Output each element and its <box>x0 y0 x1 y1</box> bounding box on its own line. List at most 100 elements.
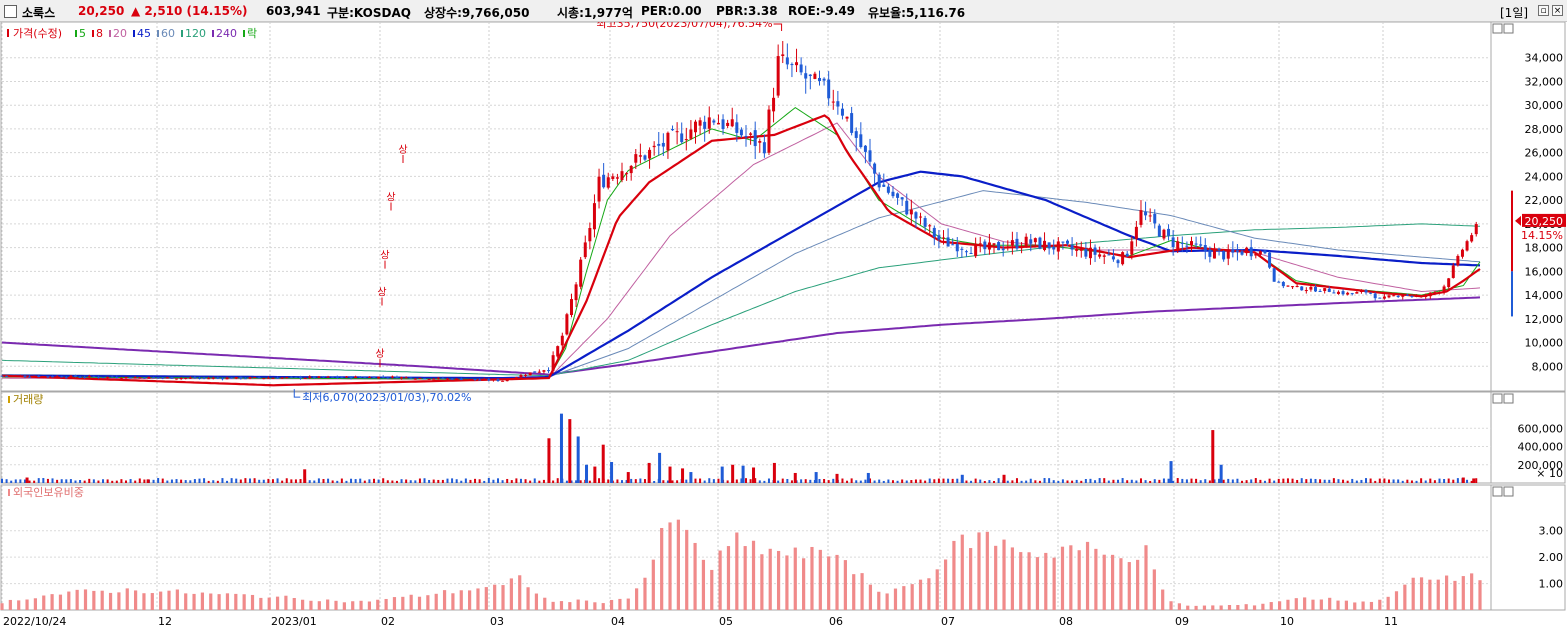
foreign-bar <box>710 569 714 610</box>
period-selector[interactable]: [1일] <box>1500 6 1529 20</box>
volume-bar <box>1034 480 1037 483</box>
candle-body <box>854 131 858 138</box>
volume-bar <box>69 479 72 483</box>
float-ratio: 유보율:5,116.76 <box>868 6 966 20</box>
candle-body <box>377 376 381 379</box>
volume-bar <box>1149 480 1152 483</box>
candle-body <box>101 377 105 379</box>
close-icon[interactable]: × <box>1552 5 1563 16</box>
volume-bar <box>559 413 563 483</box>
volume-bar <box>855 480 858 483</box>
panel-close-icon[interactable] <box>1503 486 1514 497</box>
candle-body <box>455 378 459 380</box>
foreign-bar <box>1136 559 1140 610</box>
volume-bar <box>143 479 146 483</box>
volume-bar <box>368 479 371 483</box>
volume-bar <box>1241 480 1244 483</box>
last-price-box <box>1522 213 1566 227</box>
volume-bar <box>533 478 536 483</box>
volume-bar <box>285 478 288 483</box>
candle-body <box>1401 295 1405 297</box>
foreign-title: 외국인보유비중 <box>13 486 84 499</box>
foreign-bar <box>835 554 839 610</box>
candle-body <box>1405 294 1409 296</box>
price-change: ▲ 2,510 (14.15%) <box>131 4 248 18</box>
volume-bar <box>23 479 26 483</box>
foreign-bar <box>367 601 372 610</box>
foreign-bar <box>1002 539 1006 610</box>
legend-swatch <box>109 30 111 37</box>
current-range-bar <box>1511 190 1513 272</box>
legend-item-8: 락 <box>247 27 257 40</box>
volume-bar <box>767 478 770 483</box>
candle-body <box>850 113 854 133</box>
legend-swatch <box>75 30 77 37</box>
volume-bar <box>441 479 444 483</box>
volume-bar <box>331 480 334 483</box>
candle-body <box>785 57 789 65</box>
foreign-bar <box>493 584 497 610</box>
volume-bar <box>478 479 481 483</box>
volume-bar <box>726 480 729 483</box>
candle-body <box>344 376 348 378</box>
volume-bar <box>235 478 238 483</box>
volume-bar <box>1057 480 1060 483</box>
volume-bar <box>134 480 137 483</box>
panel-close-icon[interactable] <box>1503 393 1514 404</box>
foreign-bar <box>1244 604 1248 610</box>
foreign-bar <box>985 531 989 610</box>
volume-bar <box>1089 478 1092 483</box>
volume-bar <box>538 480 541 483</box>
volume-bar <box>1472 478 1476 483</box>
candle-body <box>367 376 371 378</box>
volume-bar <box>616 479 619 483</box>
foreign-bar <box>960 534 964 610</box>
volume-bar <box>1470 480 1473 483</box>
maximize-icon[interactable]: ▫ <box>1538 5 1549 16</box>
candle-body <box>1300 286 1304 291</box>
foreign-bar <box>735 532 739 610</box>
candle-body <box>762 142 766 154</box>
ma-5-line <box>1 106 1481 380</box>
market-type: 구분:KOSDAQ <box>327 6 411 20</box>
foreign-bar <box>175 589 179 610</box>
candle-body <box>133 377 137 379</box>
panel-minimize-icon[interactable] <box>1492 486 1503 497</box>
volume-bar <box>1144 480 1147 483</box>
candle-body <box>1079 248 1083 251</box>
volume-bar <box>1286 478 1289 483</box>
price-tick-label: 18,000 <box>1525 242 1564 255</box>
volume-bar <box>340 478 343 483</box>
volume-bar <box>1029 478 1032 483</box>
candle-body <box>5 375 9 377</box>
select-checkbox[interactable] <box>4 5 17 18</box>
candle-body <box>1382 296 1386 299</box>
volume-bar <box>166 480 169 483</box>
foreign-bar <box>134 590 138 610</box>
volume-bar <box>850 478 853 483</box>
volume-bar <box>1199 480 1202 483</box>
volume-bar <box>547 438 551 483</box>
candle-body <box>445 378 449 380</box>
volume-bar <box>1227 478 1230 483</box>
candle-body <box>602 174 606 188</box>
volume-bar <box>1169 461 1173 483</box>
candle-body <box>423 378 427 380</box>
foreign-bar <box>301 599 305 610</box>
panel-minimize-icon[interactable] <box>1492 23 1503 34</box>
candle-body <box>790 64 794 66</box>
price-tick-label: 24,000 <box>1525 170 1564 183</box>
panel-close-icon[interactable] <box>1503 23 1514 34</box>
candle-body <box>813 73 817 79</box>
volume-bar <box>758 480 761 483</box>
foreign-bar <box>468 590 472 610</box>
candle-body <box>326 376 330 378</box>
foreign-bar <box>58 594 63 610</box>
volume-bar <box>1475 478 1478 483</box>
panel-minimize-icon[interactable] <box>1492 393 1503 404</box>
candle-body <box>161 377 165 379</box>
candle-body <box>335 376 339 378</box>
candle-body <box>436 377 440 379</box>
volume-bar <box>763 480 766 483</box>
foreign-bar <box>1085 541 1090 610</box>
